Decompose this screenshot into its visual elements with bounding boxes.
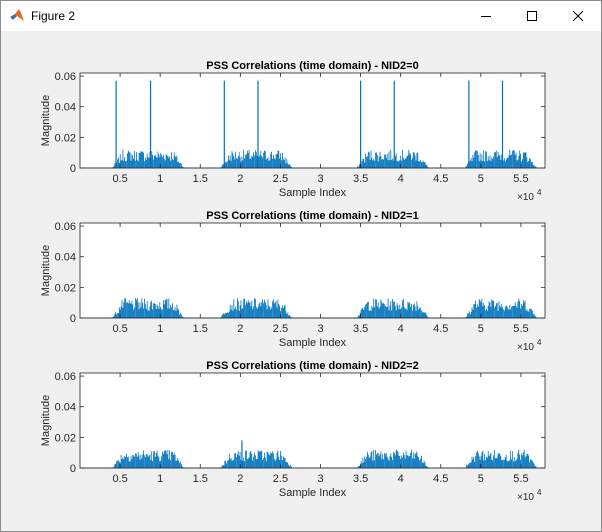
x-tick-label: 1 bbox=[157, 473, 163, 485]
axes-background[interactable] bbox=[80, 373, 545, 468]
x-tick-label: 2 bbox=[237, 473, 243, 485]
window-title: Figure 2 bbox=[31, 9, 76, 23]
x-axis-label: Sample Index bbox=[279, 187, 347, 199]
x-tick-label: 2 bbox=[237, 323, 243, 335]
subplot-1[interactable]: 0.5 1 1.5 2 2.5 3 3.5 4 4.5 5 5.5 0 0.02 0.04 0.06 PSS … bbox=[40, 60, 546, 203]
minimize-button[interactable] bbox=[463, 1, 509, 31]
x-exponent-power: 4 bbox=[537, 188, 542, 197]
x-tick-label: 4.5 bbox=[433, 173, 448, 185]
y-tick-label: 0.06 bbox=[55, 71, 76, 83]
x-exponent-base: ×10 bbox=[517, 492, 534, 503]
y-axis-label: Magnitude bbox=[40, 395, 52, 446]
subplot-2[interactable]: 0.5 1 1.5 2 2.5 3 3.5 4 4.5 5 5.5 0 0.02 0.04 0.06 PSS … bbox=[40, 210, 546, 353]
close-button[interactable] bbox=[555, 1, 601, 31]
x-tick-label: 1.5 bbox=[193, 173, 208, 185]
x-exponent-base: ×10 bbox=[517, 192, 534, 203]
x-tick-label: 5.5 bbox=[513, 473, 528, 485]
x-tick-label: 2.5 bbox=[273, 323, 288, 335]
y-tick-label: 0 bbox=[70, 463, 76, 475]
y-tick-label: 0.04 bbox=[55, 102, 76, 114]
y-tick-label: 0.04 bbox=[55, 402, 76, 414]
x-tick-label: 0.5 bbox=[112, 473, 127, 485]
x-tick-label: 0.5 bbox=[112, 323, 127, 335]
x-tick-label: 5.5 bbox=[513, 323, 528, 335]
axes-box bbox=[79, 222, 546, 319]
plot-title: PSS Correlations (time domain) - NID2=1 bbox=[206, 210, 418, 222]
axes-background[interactable] bbox=[80, 223, 545, 318]
y-tick-label: 0 bbox=[70, 163, 76, 175]
x-axis-label: Sample Index bbox=[279, 487, 347, 499]
axes-background[interactable] bbox=[80, 73, 545, 168]
close-icon bbox=[572, 10, 584, 22]
x-exponent-power: 4 bbox=[537, 488, 542, 497]
title-bar[interactable]: Figure 2 bbox=[1, 1, 601, 31]
x-tick-label: 2 bbox=[237, 173, 243, 185]
x-tick-label: 3.5 bbox=[353, 173, 368, 185]
x-tick-label: 3 bbox=[317, 323, 323, 335]
x-tick-label: 4.5 bbox=[433, 323, 448, 335]
plot-title: PSS Correlations (time domain) - NID2=2 bbox=[206, 360, 418, 372]
x-tick-label: 2.5 bbox=[273, 473, 288, 485]
x-tick-label: 2.5 bbox=[273, 173, 288, 185]
x-tick-label: 1.5 bbox=[193, 323, 208, 335]
x-tick-label: 3 bbox=[317, 473, 323, 485]
x-tick-label: 3 bbox=[317, 173, 323, 185]
x-exponent-base: ×10 bbox=[517, 342, 534, 353]
plot-title: PSS Correlations (time domain) - NID2=0 bbox=[206, 60, 418, 72]
y-tick-label: 0.04 bbox=[55, 252, 76, 264]
figure-canvas[interactable]: 0.5 1 1.5 2 2.5 3 3.5 4 4.5 5 5.5 0 0.02 0.04 0.06 PSS … bbox=[1, 31, 601, 531]
x-tick-label: 3.5 bbox=[353, 473, 368, 485]
x-tick-label: 5 bbox=[478, 323, 484, 335]
x-tick-label: 5.5 bbox=[513, 173, 528, 185]
y-tick-label: 0.06 bbox=[55, 221, 76, 233]
x-tick-label: 5 bbox=[478, 473, 484, 485]
y-axis-label: Magnitude bbox=[40, 245, 52, 296]
x-exponent-power: 4 bbox=[537, 338, 542, 347]
x-tick-label: 3.5 bbox=[353, 323, 368, 335]
x-exponent-label: ×10 4 bbox=[517, 338, 542, 353]
x-tick-label: 4.5 bbox=[433, 473, 448, 485]
x-tick-label: 5 bbox=[478, 173, 484, 185]
y-tick-label: 0.06 bbox=[55, 371, 76, 383]
maximize-icon bbox=[527, 11, 537, 21]
x-tick-label: 4 bbox=[398, 173, 404, 185]
x-tick-label: 1.5 bbox=[193, 473, 208, 485]
x-exponent-label: ×10 4 bbox=[517, 488, 542, 503]
x-tick-label: 0.5 bbox=[112, 173, 127, 185]
y-tick-label: 0.02 bbox=[55, 282, 76, 294]
y-tick-label: 0.02 bbox=[55, 432, 76, 444]
matlab-logo-icon bbox=[9, 8, 25, 24]
x-tick-label: 1 bbox=[157, 323, 163, 335]
y-tick-label: 0 bbox=[70, 313, 76, 325]
axes-box bbox=[79, 372, 546, 469]
x-axis-label: Sample Index bbox=[279, 337, 347, 349]
y-axis-label: Magnitude bbox=[40, 95, 52, 146]
subplot-3[interactable]: 0.5 1 1.5 2 2.5 3 3.5 4 4.5 5 5.5 0 0.02 0.04 0.06 PSS … bbox=[40, 360, 546, 503]
axes-box bbox=[79, 72, 546, 169]
y-tick-label: 0.02 bbox=[55, 132, 76, 144]
x-exponent-label: ×10 4 bbox=[517, 188, 542, 203]
maximize-button[interactable] bbox=[509, 1, 555, 31]
minimize-icon bbox=[481, 16, 491, 17]
x-tick-label: 4 bbox=[398, 323, 404, 335]
x-tick-label: 4 bbox=[398, 473, 404, 485]
x-tick-label: 1 bbox=[157, 173, 163, 185]
